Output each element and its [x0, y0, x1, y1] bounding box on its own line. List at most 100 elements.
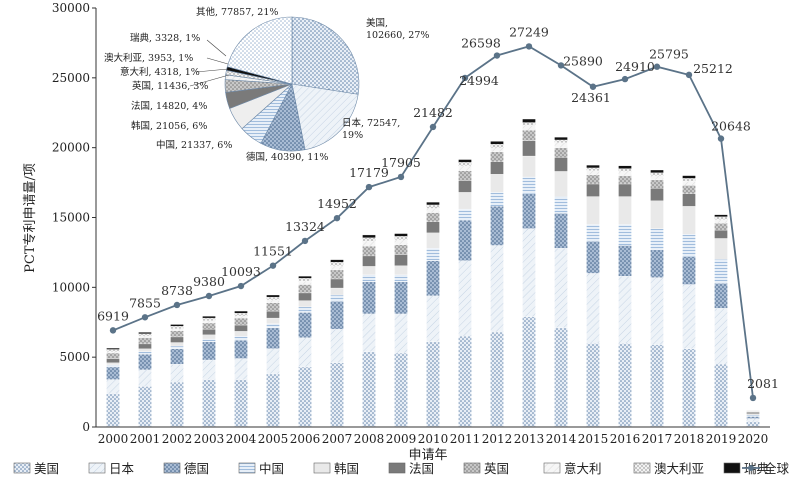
- bar-segment-2009-中国: [395, 275, 408, 282]
- bar-segment-2010-韩国: [427, 233, 440, 248]
- x-tick-label-2016: 2016: [610, 432, 641, 446]
- bar-segment-2007-德国: [331, 301, 344, 329]
- bar-segment-2007-韩国: [331, 288, 344, 295]
- global-point-2004: [238, 283, 244, 289]
- bar-segment-2018-德国: [683, 257, 696, 285]
- bar-segment-2017-美国: [651, 345, 664, 427]
- pie-leader-line: [207, 58, 228, 64]
- bar-segment-2017-德国: [651, 250, 664, 278]
- bar-segment-2019-瑞典: [715, 215, 728, 217]
- global-point-2013: [526, 43, 532, 49]
- pie-label-日本: 日本, 72547,19%: [342, 117, 400, 141]
- bar-segment-2004-美国: [235, 380, 248, 427]
- bar-segment-2002-中国: [171, 346, 184, 349]
- legend-label-法国: 法国: [409, 461, 434, 476]
- global-point-2018: [686, 72, 692, 78]
- x-tick-label-2007: 2007: [322, 432, 353, 446]
- bar-segment-2011-澳大利亚: [459, 162, 472, 165]
- bar-segment-2017-日本: [651, 278, 664, 345]
- bar-segment-2012-英国: [491, 152, 504, 162]
- bar-segment-2001-韩国: [139, 349, 152, 352]
- global-value-label-2015: 24361: [571, 90, 611, 105]
- bar-segment-2015-日本: [587, 273, 600, 343]
- bar-segment-2009-美国: [395, 353, 408, 427]
- bar-segment-2016-日本: [619, 276, 632, 343]
- bar-segment-2013-英国: [523, 130, 536, 140]
- x-tick-label-2012: 2012: [482, 432, 513, 446]
- x-tick-label-2010: 2010: [418, 432, 449, 446]
- x-tick-label-2002: 2002: [162, 432, 193, 446]
- bar-segment-2003-中国: [203, 339, 216, 342]
- global-point-2008: [366, 184, 372, 190]
- bar-segment-2004-中国: [235, 336, 248, 340]
- bar-segment-2014-德国: [555, 213, 568, 248]
- pie-label-法国: 法国, 14820, 4%: [131, 100, 207, 112]
- y-tick-label-25000: 25000: [52, 71, 90, 85]
- bar-segment-2020-法国: [747, 412, 760, 413]
- bar-segment-2003-英国: [203, 323, 216, 329]
- bar-segment-2010-法国: [427, 222, 440, 233]
- legend-label-澳大利亚: 澳大利亚: [654, 461, 704, 476]
- bar-segment-2009-德国: [395, 282, 408, 314]
- bar-segment-2003-法国: [203, 329, 216, 335]
- bar-segment-2017-意大利: [651, 176, 664, 180]
- pie-label-英国: 英国, 11436, 3%: [132, 80, 208, 92]
- y-tick-label-5000: 5000: [59, 350, 90, 364]
- bar-segment-2006-英国: [299, 285, 312, 293]
- bar-segment-2011-韩国: [459, 192, 472, 209]
- global-value-label-2010: 21482: [413, 105, 453, 120]
- bar-segment-2014-韩国: [555, 171, 568, 196]
- x-tick-label-2020: 2020: [738, 432, 769, 446]
- bar-segment-2016-中国: [619, 224, 632, 245]
- bar-segment-2013-中国: [523, 177, 536, 194]
- bar-segment-2003-德国: [203, 342, 216, 360]
- bar-segment-2011-瑞典: [459, 160, 472, 163]
- bar-segment-2000-英国: [107, 353, 120, 359]
- bar-segment-2016-德国: [619, 245, 632, 276]
- bar-segment-2016-意大利: [619, 171, 632, 175]
- legend-swatch-意大利: [544, 463, 560, 473]
- pie-leader-line: [207, 40, 226, 56]
- bar-segment-2000-韩国: [107, 363, 120, 365]
- bar-segment-2015-美国: [587, 343, 600, 427]
- pie-label-美国: 美国,102660, 27%: [366, 17, 429, 41]
- bar-segment-2012-瑞典: [491, 141, 504, 144]
- x-tick-label-2001: 2001: [130, 432, 161, 446]
- bar-segment-2007-瑞典: [331, 260, 344, 263]
- bar-segment-2016-法国: [619, 184, 632, 197]
- bar-segment-2006-韩国: [299, 301, 312, 307]
- bar-segment-2008-意大利: [363, 241, 376, 246]
- bar-segment-2011-意大利: [459, 166, 472, 171]
- bar-segment-2007-英国: [331, 270, 344, 279]
- bar-segment-2009-日本: [395, 314, 408, 353]
- bar-segment-2010-美国: [427, 342, 440, 427]
- bar-segment-2017-瑞典: [651, 170, 664, 173]
- bar-segment-2008-韩国: [363, 266, 376, 274]
- bar-segment-2011-日本: [459, 261, 472, 336]
- legend-label-意大利: 意大利: [564, 461, 602, 476]
- bar-segment-2015-英国: [587, 175, 600, 184]
- bar-segment-2010-德国: [427, 261, 440, 296]
- global-value-label-2000: 6919: [97, 308, 129, 323]
- bar-segment-2000-日本: [107, 380, 120, 394]
- bar-segment-2015-瑞典: [587, 165, 600, 168]
- bar-segment-2016-美国: [619, 343, 632, 427]
- bar-segment-2012-法国: [491, 162, 504, 175]
- x-tick-label-2000: 2000: [98, 432, 129, 446]
- bar-segment-2005-美国: [267, 374, 280, 427]
- pie-label-澳大利亚: 澳大利亚, 3953, 1%: [104, 52, 193, 64]
- bar-segment-2009-瑞典: [395, 234, 408, 237]
- bar-segment-2008-中国: [363, 275, 376, 282]
- bar-segment-2016-澳大利亚: [619, 169, 632, 172]
- bar-segment-2014-澳大利亚: [555, 140, 568, 143]
- global-point-2019: [718, 135, 724, 141]
- bar-segment-2001-意大利: [139, 336, 152, 338]
- bar-segment-2006-澳大利亚: [299, 278, 312, 281]
- bar-segment-2004-英国: [235, 318, 248, 325]
- bar-segment-2008-日本: [363, 314, 376, 352]
- pie-leader-line: [196, 69, 228, 72]
- bar-segment-2008-美国: [363, 352, 376, 427]
- bar-segment-2019-美国: [715, 364, 728, 427]
- bar-segment-2002-美国: [171, 382, 184, 427]
- bar-segment-2004-意大利: [235, 316, 248, 318]
